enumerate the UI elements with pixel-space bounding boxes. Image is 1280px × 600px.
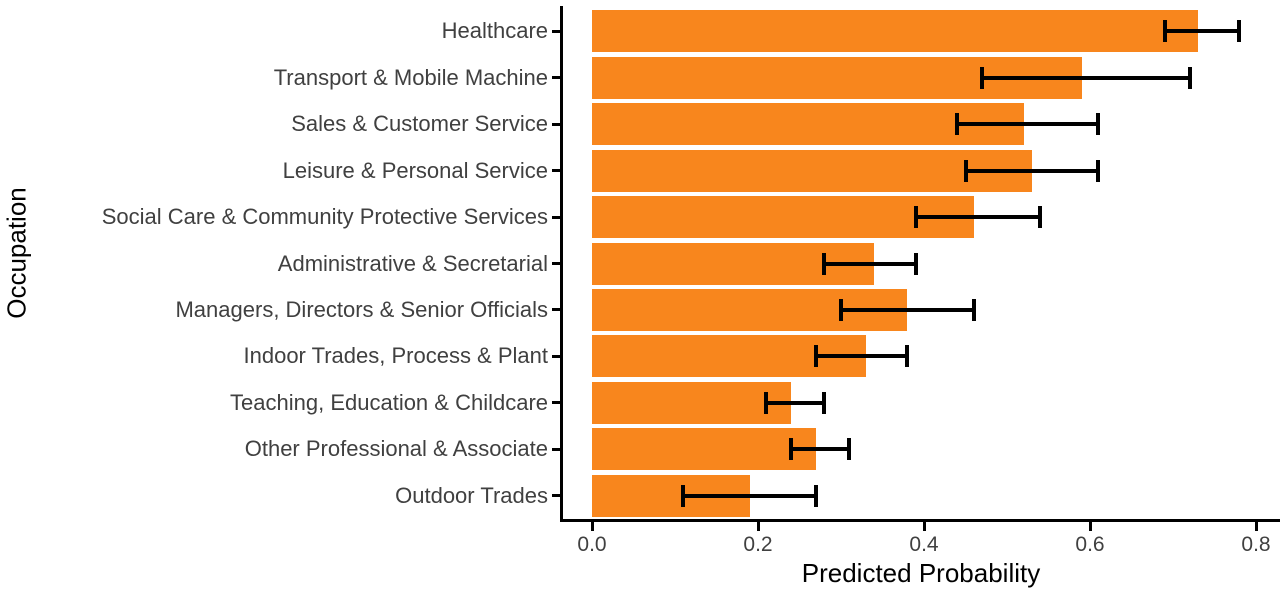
error-bar-cap-high: [972, 299, 976, 321]
error-bar: [966, 169, 1099, 173]
error-bar-cap-low: [814, 345, 818, 367]
category-label: Healthcare: [441, 18, 548, 43]
category-label: Managers, Directors & Senior Officials: [175, 297, 548, 322]
error-bar: [791, 447, 849, 451]
error-bar-cap-low: [789, 438, 793, 460]
x-axis-tick-label: 0.8: [1241, 533, 1271, 556]
category-label: Social Care & Community Protective Servi…: [101, 204, 548, 229]
error-bar-cap-low: [764, 392, 768, 414]
y-axis-tick: [552, 355, 560, 358]
y-axis-tick: [552, 401, 560, 404]
y-axis-line: [560, 6, 563, 522]
error-bar-cap-high: [1096, 113, 1100, 135]
y-axis-tick: [552, 308, 560, 311]
error-bar-cap-low: [1163, 20, 1167, 42]
error-bar: [824, 262, 915, 266]
y-axis-tick: [552, 494, 560, 497]
error-bar: [957, 122, 1098, 126]
error-bar-cap-high: [847, 438, 851, 460]
error-bar-cap-high: [1096, 160, 1100, 182]
category-label: Teaching, Education & Childcare: [230, 390, 548, 415]
error-bar: [982, 76, 1190, 80]
y-axis-tick: [552, 262, 560, 265]
x-axis-title: Predicted Probability: [801, 558, 1041, 588]
error-bar-cap-high: [1038, 206, 1042, 228]
error-bar-cap-low: [681, 485, 685, 507]
error-bar-cap-low: [914, 206, 918, 228]
x-axis-tick-label: 0.2: [743, 533, 773, 556]
category-label: Transport & Mobile Machine: [273, 65, 548, 90]
x-axis-line: [560, 519, 1280, 522]
bar: [592, 10, 1198, 52]
error-bar-cap-high: [914, 253, 918, 275]
category-label: Administrative & Secretarial: [277, 251, 548, 276]
error-bar-cap-high: [1188, 67, 1192, 89]
error-bar-cap-high: [822, 392, 826, 414]
y-axis-tick: [552, 216, 560, 219]
y-axis-tick: [552, 76, 560, 79]
error-bar: [816, 354, 907, 358]
x-axis-tick: [1255, 522, 1258, 531]
x-axis-tick-label: 0.0: [577, 533, 607, 556]
error-bar: [841, 308, 974, 312]
error-bar: [683, 494, 816, 498]
x-axis-tick: [757, 522, 760, 531]
error-bar-cap-high: [814, 485, 818, 507]
bar: [592, 196, 974, 238]
error-bar: [916, 215, 1041, 219]
y-axis-tick: [552, 169, 560, 172]
error-bar-cap-low: [839, 299, 843, 321]
error-bar-cap-high: [905, 345, 909, 367]
category-label: Indoor Trades, Process & Plant: [243, 343, 549, 368]
x-axis-tick: [923, 522, 926, 531]
error-bar-cap-low: [980, 67, 984, 89]
x-axis-tick-label: 0.6: [1075, 533, 1105, 556]
y-axis-tick: [552, 30, 560, 33]
bar: [592, 382, 791, 424]
error-bar-cap-low: [822, 253, 826, 275]
bar: [592, 428, 816, 470]
category-label: Outdoor Trades: [395, 483, 548, 508]
category-label: Sales & Customer Service: [291, 111, 548, 136]
error-bar: [766, 401, 824, 405]
bar: [592, 103, 1024, 145]
bar: [592, 150, 1032, 192]
category-label: Leisure & Personal Service: [282, 158, 548, 183]
x-axis-tick: [1089, 522, 1092, 531]
error-bar-cap-high: [1237, 20, 1241, 42]
error-bar-cap-low: [964, 160, 968, 182]
x-axis-tick: [591, 522, 594, 531]
category-label: Other Professional & Associate: [244, 436, 548, 461]
y-axis-tick: [552, 448, 560, 451]
x-axis-tick-label: 0.4: [909, 533, 939, 556]
error-bar: [1165, 29, 1240, 33]
y-axis-tick: [552, 123, 560, 126]
error-bar-cap-low: [955, 113, 959, 135]
